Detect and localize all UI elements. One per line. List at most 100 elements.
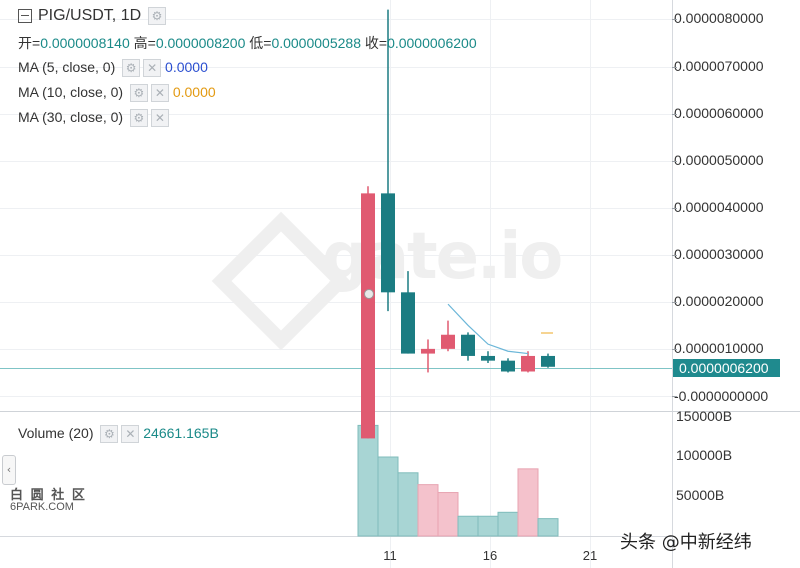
volume-bar [357, 424, 379, 537]
candle-body [401, 292, 415, 354]
symbol-label[interactable]: PIG/USDT [38, 7, 112, 24]
pane-separator[interactable] [0, 411, 800, 412]
open-value: 0.0000008140 [40, 35, 130, 51]
close-icon[interactable]: ✕ [143, 59, 162, 78]
ma10-legend: MA (10, close, 0) ⚙ ✕ 0.0000 [18, 84, 216, 103]
candle-body [361, 193, 375, 439]
chart-header: PIG/USDT, 1D ⚙ [18, 7, 167, 26]
interval-label[interactable]: 1D [120, 7, 142, 24]
volume-label[interactable]: Volume (20) [18, 425, 94, 441]
volume-value: 24661.165B [143, 425, 219, 441]
grid-line [0, 114, 672, 115]
grid-line [0, 208, 672, 209]
ma30-legend: MA (30, close, 0) ⚙ ✕ [18, 109, 169, 128]
price-tick: 0.0000030000 [674, 246, 764, 262]
ma10-label[interactable]: MA (10, close, 0) [18, 84, 124, 100]
price-tick: -0.0000000000 [674, 388, 769, 404]
axis-tick [672, 396, 677, 397]
volume-bar [417, 484, 439, 537]
time-tick: 16 [482, 548, 498, 563]
candle-body [481, 355, 495, 361]
price-tick: 0.0000020000 [674, 293, 764, 309]
volume-tick: 150000B [676, 408, 733, 424]
park-logo-domain: 6PARK.COM [10, 501, 74, 513]
gear-icon[interactable]: ⚙ [100, 425, 119, 444]
last-price-badge: 0.0000006200 [673, 359, 780, 377]
grid-line [0, 396, 672, 397]
open-label: 开= [18, 35, 41, 51]
gear-icon[interactable]: ⚙ [129, 109, 148, 128]
volume-bar [477, 515, 499, 537]
axis-tick [672, 114, 677, 115]
close-value: 0.0000006200 [387, 35, 477, 51]
axis-tick [672, 67, 677, 68]
price-axis-line [672, 0, 673, 568]
grid-line [0, 255, 672, 256]
gear-icon[interactable]: ⚙ [122, 59, 141, 78]
close-label: 收= [364, 35, 388, 51]
axis-tick [672, 255, 677, 256]
low-value: 0.0000005288 [271, 35, 361, 51]
ma5-value: 0.0000 [165, 59, 208, 75]
candle-body [381, 193, 395, 293]
candle-body [501, 360, 515, 372]
price-tick: 0.0000040000 [674, 199, 764, 215]
high-value: 0.0000008200 [155, 35, 246, 51]
volume-bar [377, 456, 399, 537]
ma5-legend: MA (5, close, 0) ⚙ ✕ 0.0000 [18, 59, 208, 78]
high-label: 高= [133, 35, 156, 51]
price-tick: 0.0000050000 [674, 152, 764, 168]
low-label: 低= [249, 35, 272, 51]
grid-line [0, 19, 672, 20]
candle-body [461, 334, 475, 356]
grid-line [0, 67, 672, 68]
grid-line [490, 0, 491, 568]
source-credit: 头条 @中新经纬 [620, 532, 752, 553]
last-price-line [0, 368, 672, 369]
volume-bar [517, 468, 539, 537]
volume-bar [397, 472, 419, 537]
chevron-left-icon[interactable]: ‹ [2, 455, 16, 485]
axis-tick [672, 302, 677, 303]
candle-body [541, 355, 555, 367]
axis-tick [672, 19, 677, 20]
ma5-label[interactable]: MA (5, close, 0) [18, 59, 116, 75]
moving-average-line [447, 303, 529, 355]
volume-tick: 50000B [676, 487, 725, 503]
price-tick: 0.0000070000 [674, 58, 764, 74]
candle-body [421, 348, 435, 354]
grid-line [0, 302, 672, 303]
candlestick-plot[interactable] [0, 0, 672, 568]
ma10-value: 0.0000 [172, 84, 216, 100]
gear-icon[interactable]: ⚙ [148, 7, 167, 26]
ma30-label[interactable]: MA (30, close, 0) [18, 109, 124, 125]
close-icon[interactable]: ✕ [121, 425, 140, 444]
time-tick: 21 [582, 548, 598, 563]
axis-tick [672, 161, 677, 162]
close-icon[interactable]: ✕ [150, 109, 169, 128]
volume-bar [497, 511, 519, 537]
volume-tick: 100000B [676, 447, 733, 463]
candle-body [521, 355, 535, 372]
gear-icon[interactable]: ⚙ [129, 84, 148, 103]
volume-bar [437, 492, 459, 537]
collapse-icon[interactable] [18, 9, 32, 24]
price-tick: 0.0000010000 [674, 340, 764, 356]
volume-legend: Volume (20) ⚙ ✕ 24661.165B [18, 425, 219, 444]
ohlc-legend: 开=0.0000008140 高=0.0000008200 低=0.000000… [18, 33, 477, 53]
axis-tick [672, 349, 677, 350]
time-axis-line [0, 536, 672, 537]
time-tick: 11 [383, 548, 397, 563]
price-tick: 0.0000060000 [674, 105, 764, 121]
candle-body [441, 334, 455, 349]
price-tick: 0.0000080000 [674, 10, 764, 26]
grid-line [590, 0, 591, 568]
axis-tick [672, 208, 677, 209]
crosshair-marker [364, 289, 374, 299]
park-logo: 白 圆 社 区 6PARK.COM [10, 488, 87, 514]
volume-bar [537, 518, 559, 537]
close-icon[interactable]: ✕ [150, 84, 169, 103]
grid-line [0, 349, 672, 350]
volume-bar [457, 515, 479, 537]
